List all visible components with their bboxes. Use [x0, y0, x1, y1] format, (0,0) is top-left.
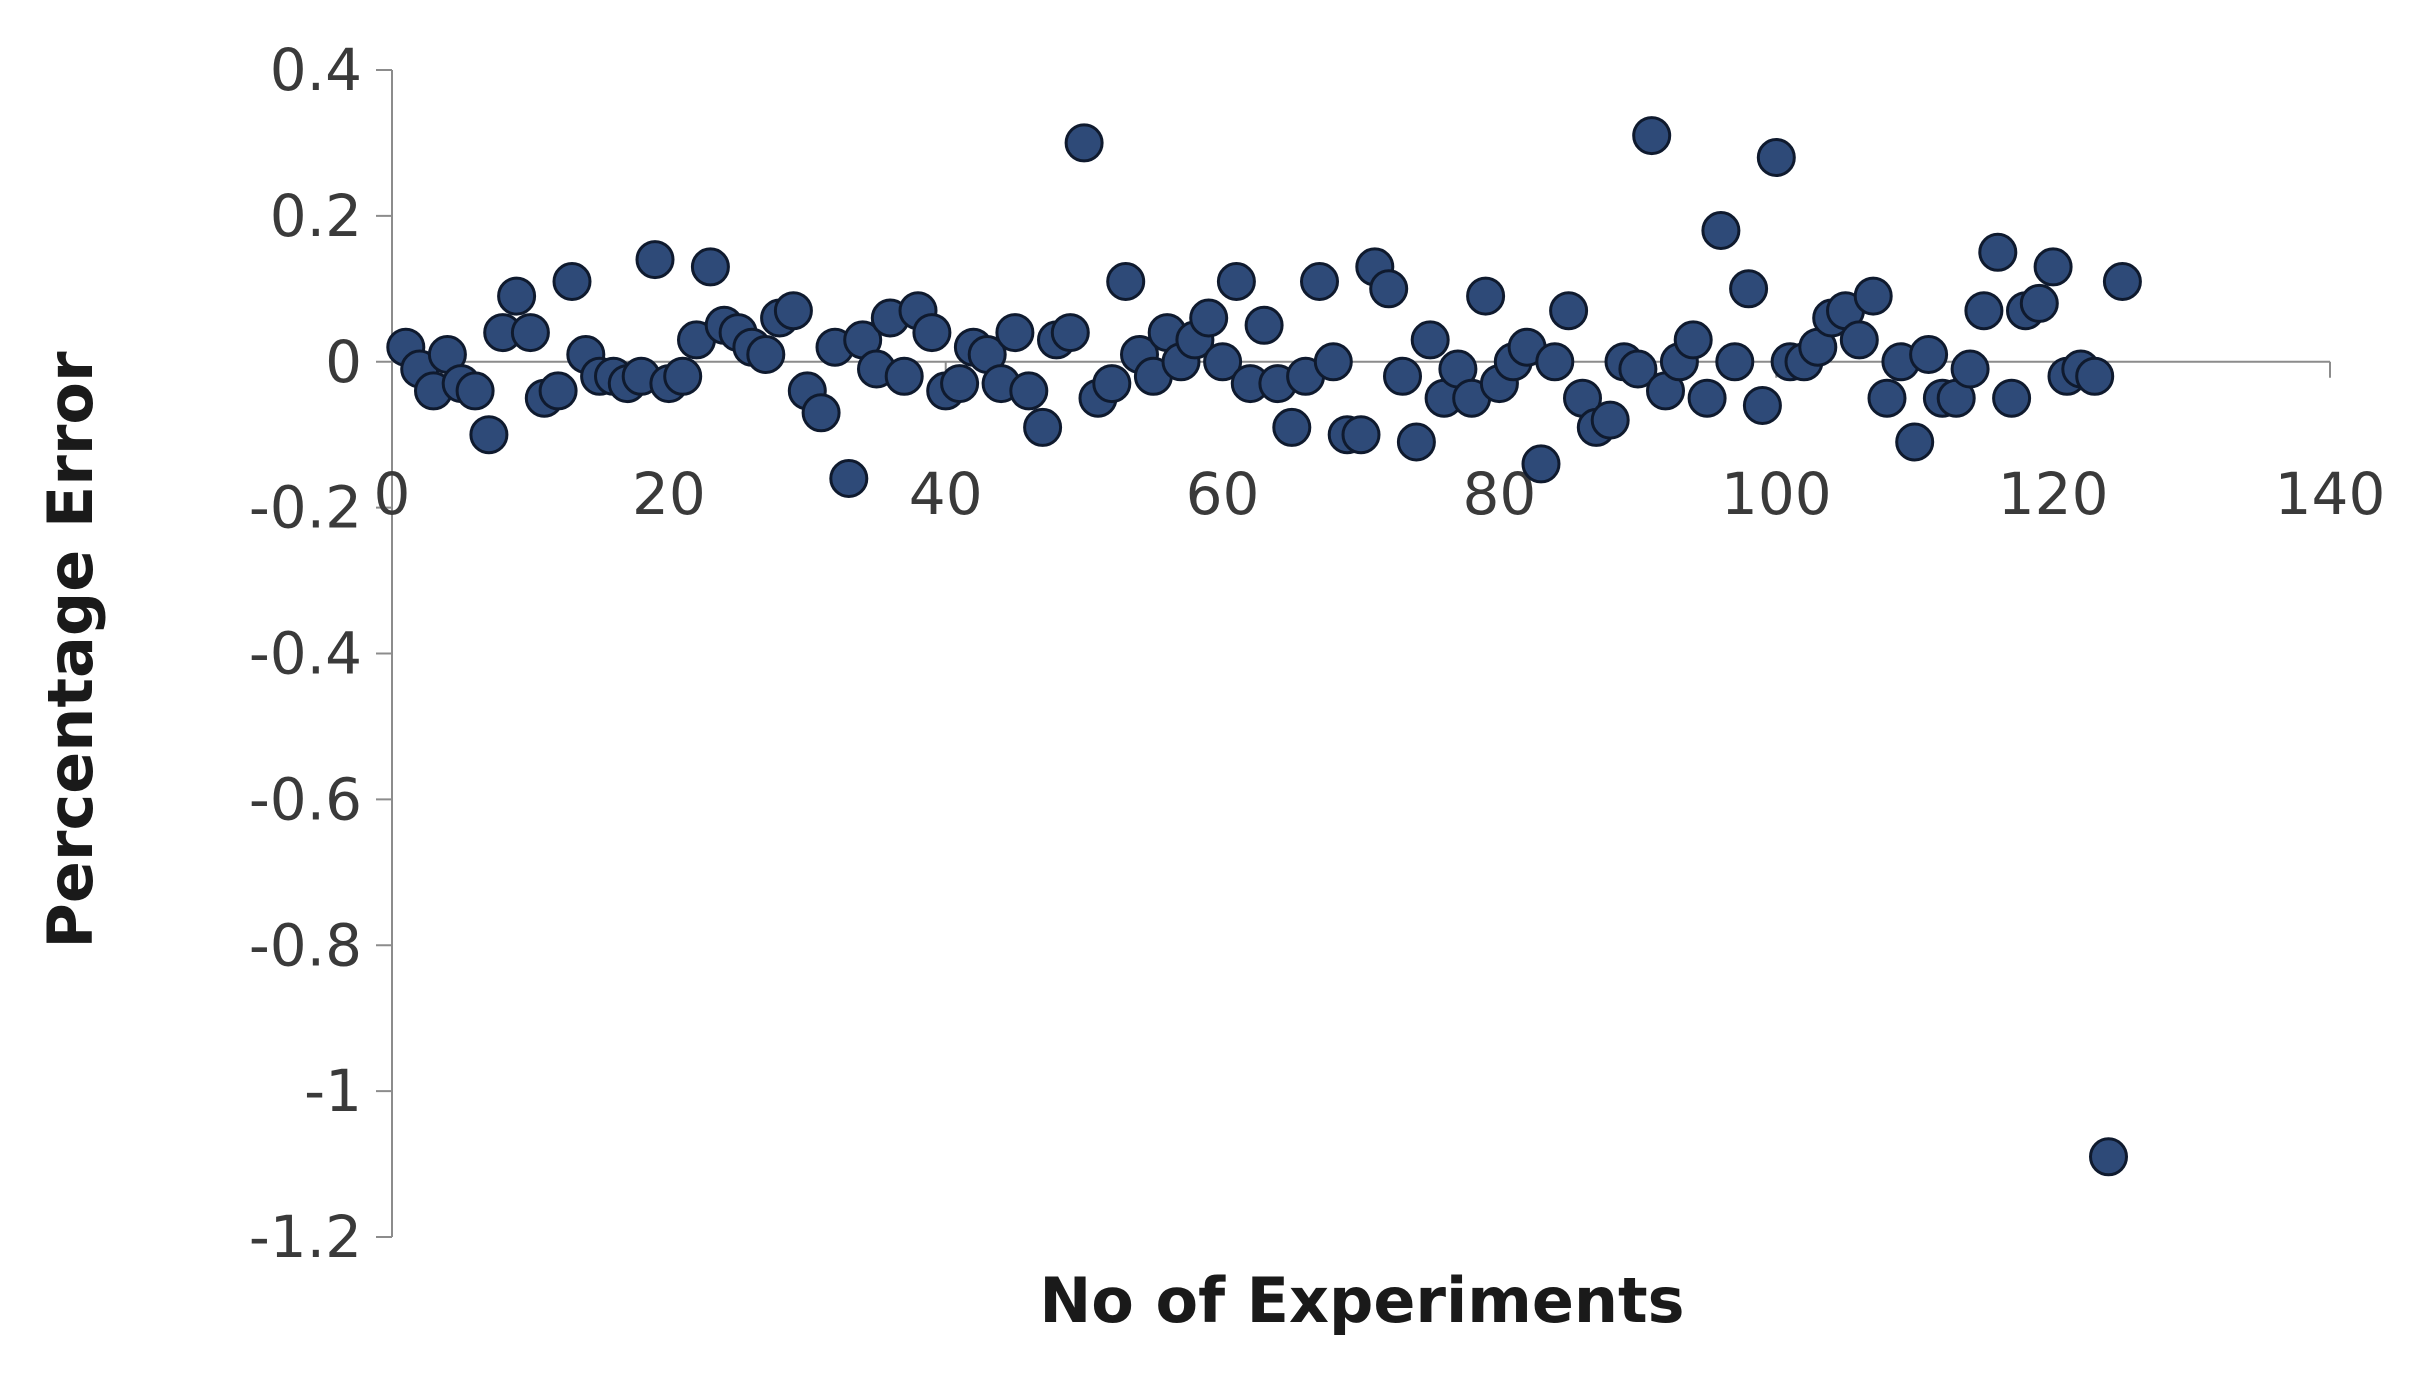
data-point	[1950, 349, 1990, 389]
x-axis-title: No of Experiments	[1039, 1264, 1684, 1337]
data-point	[1300, 262, 1339, 301]
data-point	[1687, 378, 1727, 418]
data-point	[940, 364, 980, 404]
x-tick-label: 100	[1721, 460, 1832, 528]
axes-layer	[391, 70, 2330, 1237]
data-point	[497, 276, 537, 316]
y-tick-label: -0.6	[249, 765, 362, 833]
data-point	[510, 313, 550, 353]
x-tick-label: 140	[2275, 460, 2386, 528]
y-tick-label: -0.4	[249, 620, 362, 688]
y-tick-label: -0.2	[249, 474, 362, 542]
data-point	[746, 335, 786, 374]
data-point	[1023, 407, 1063, 447]
data-point	[1729, 269, 1769, 309]
x-tick-label: 40	[909, 460, 983, 528]
data-point	[995, 313, 1035, 353]
data-point	[912, 313, 952, 353]
data-point	[1978, 232, 2018, 272]
data-point	[1756, 138, 1796, 177]
data-point	[1715, 342, 1755, 382]
data-point	[663, 356, 703, 396]
data-point	[1050, 313, 1090, 353]
data-point	[1009, 371, 1049, 411]
data-point	[1410, 320, 1450, 360]
data-point	[1895, 422, 1935, 462]
data-point	[1189, 298, 1229, 338]
data-point	[2089, 1137, 2128, 1177]
data-point	[1383, 356, 1422, 396]
data-point	[469, 415, 509, 455]
data-point	[538, 371, 578, 411]
data-point	[1867, 378, 1907, 418]
x-tick-label: 20	[632, 460, 706, 528]
data-point	[552, 262, 592, 301]
x-tick-label: 60	[1186, 460, 1260, 528]
data-point	[1341, 415, 1381, 455]
data-point	[1272, 407, 1312, 447]
y-tick-label: -1	[304, 1057, 362, 1125]
data-point	[801, 393, 841, 433]
data-point	[1853, 276, 1893, 316]
data-point	[1673, 320, 1713, 360]
data-point	[1909, 335, 1949, 374]
data-point	[635, 240, 675, 280]
data-point	[1839, 320, 1879, 360]
ticks-layer: 0.40.20-0.2-0.4-0.6-0.8-1-1.20 20 40 60 80 10…	[249, 36, 2386, 1271]
data-point	[884, 356, 924, 396]
data-point	[1216, 262, 1256, 301]
data-point	[1521, 444, 1561, 484]
data-point	[1369, 269, 1409, 309]
y-tick-label: 0	[325, 328, 362, 396]
data-point	[1064, 123, 1104, 163]
data-point	[1742, 386, 1782, 425]
data-point	[2102, 262, 2142, 301]
data-point	[1466, 276, 1506, 316]
data-point	[2075, 356, 2115, 396]
data-point	[1313, 342, 1353, 382]
data-point	[2033, 247, 2073, 287]
y-tick-label: 0.2	[270, 182, 362, 250]
data-point	[1106, 262, 1146, 301]
data-point	[1535, 342, 1575, 382]
y-axis-title: Percentage Error	[34, 351, 107, 949]
data-point	[1964, 291, 2004, 331]
data-point	[1590, 400, 1630, 440]
data-point	[455, 371, 495, 411]
data-point	[1992, 378, 2032, 418]
data-point	[1632, 116, 1672, 156]
y-tick-label: 0.4	[270, 36, 362, 104]
data-point	[2019, 283, 2059, 323]
x-tick-label: 120	[1998, 460, 2109, 528]
data-point	[1396, 422, 1436, 462]
data-point	[690, 247, 730, 287]
y-tick-label: -0.8	[249, 911, 362, 979]
data-point	[773, 291, 813, 331]
data-point	[1549, 291, 1589, 331]
data-point	[829, 459, 869, 498]
data-point	[1244, 305, 1284, 345]
data-point	[1203, 342, 1243, 382]
data-point	[1701, 211, 1741, 250]
points-layer	[386, 116, 2142, 1177]
y-tick-label: -1.2	[249, 1203, 362, 1271]
x-tick-label: 0	[374, 460, 411, 528]
data-point	[1092, 364, 1132, 404]
data-point	[1618, 349, 1658, 389]
